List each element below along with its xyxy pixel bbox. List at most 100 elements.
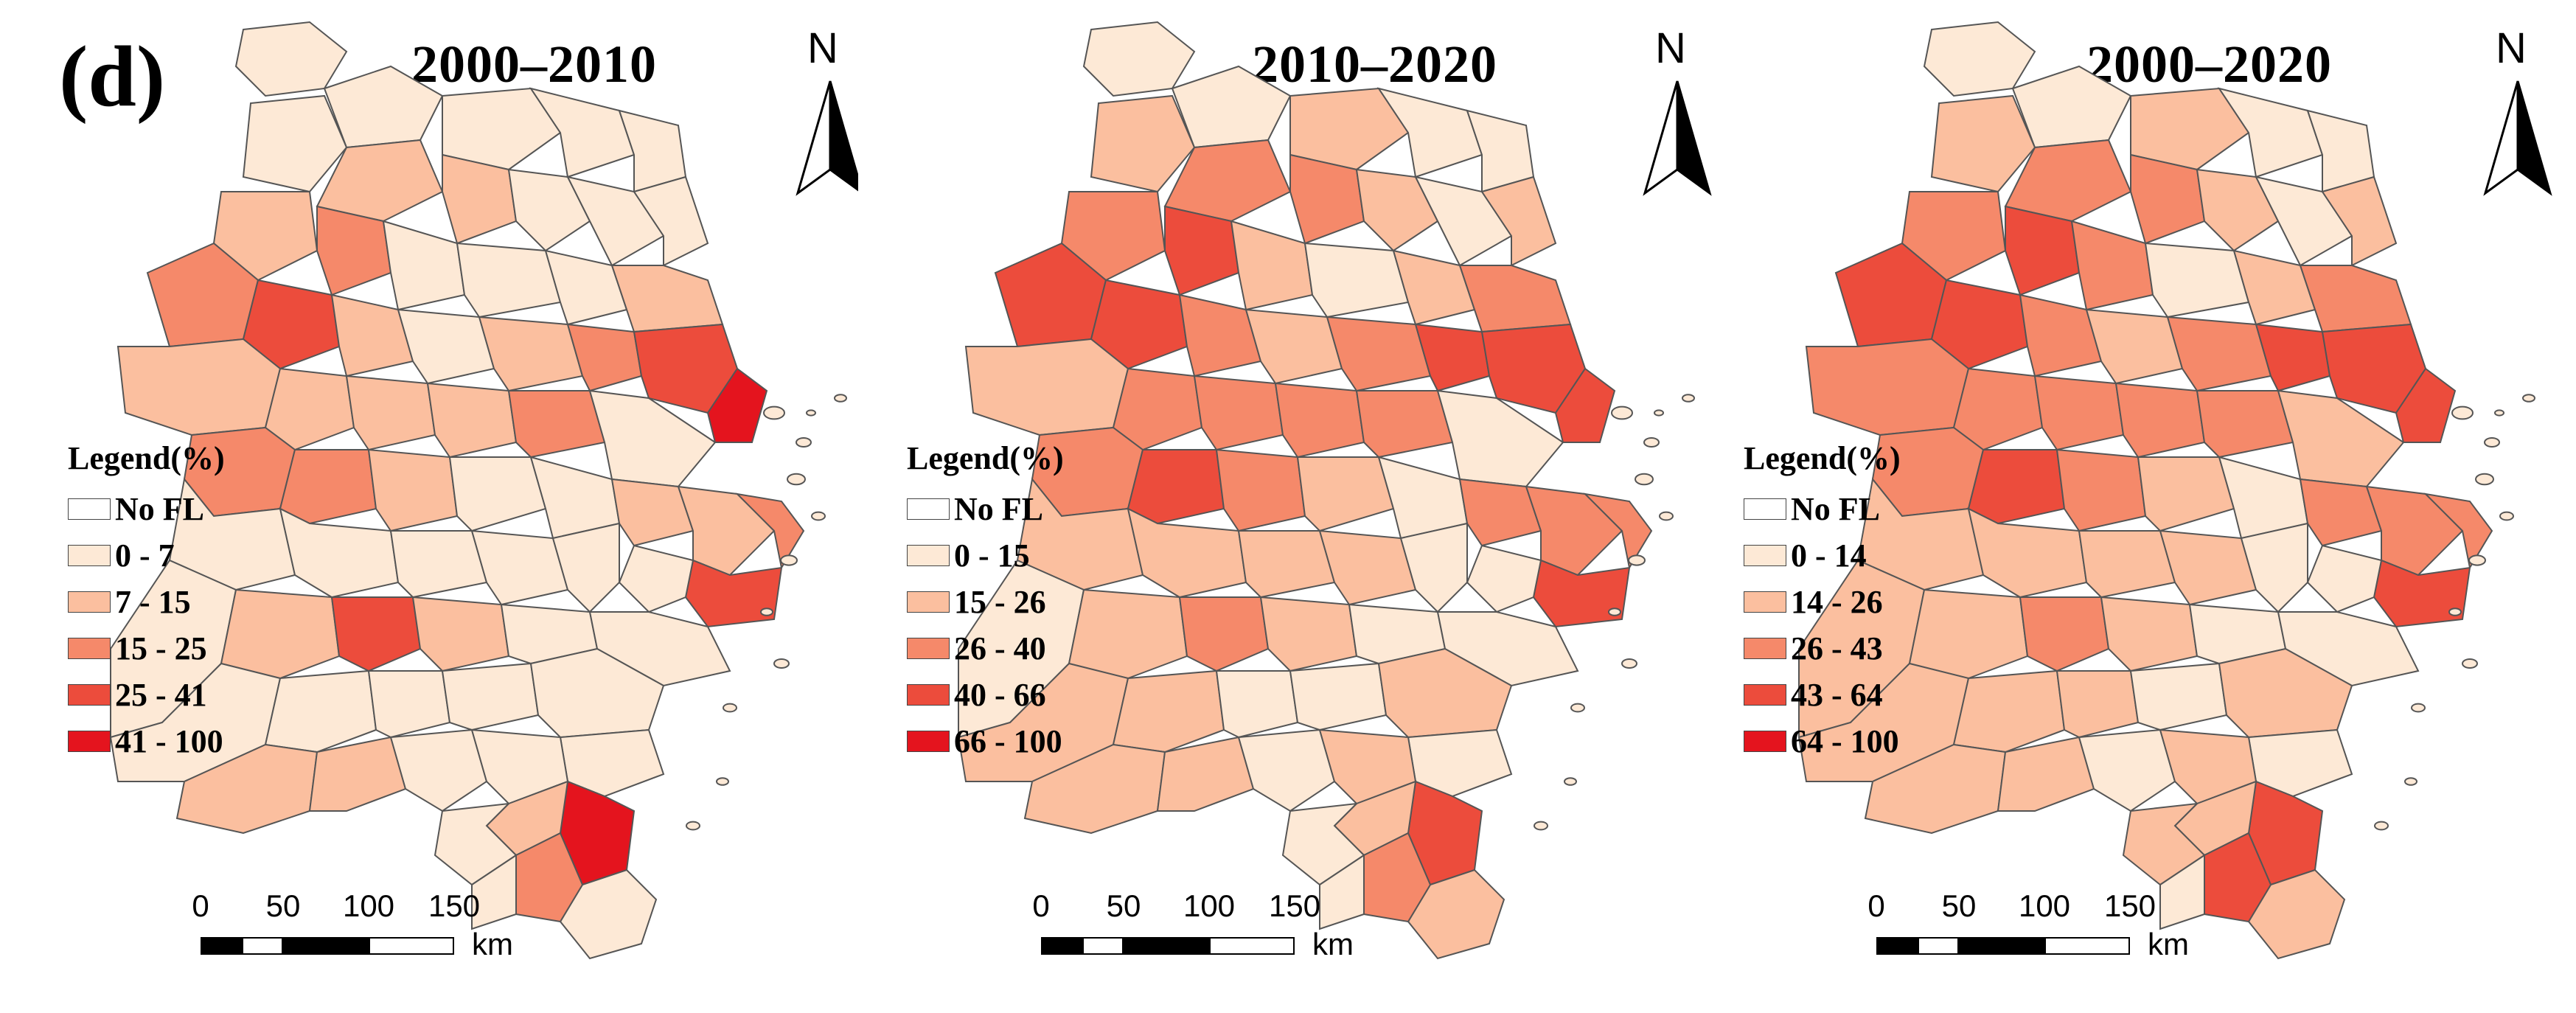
county-region xyxy=(2130,153,2206,245)
legend-item: 25 - 41 xyxy=(68,672,225,718)
county-region xyxy=(1355,168,1439,252)
county-region xyxy=(330,293,414,377)
county-region xyxy=(448,456,547,532)
legend-swatch xyxy=(1744,498,1786,520)
legend-label: No FL xyxy=(115,491,204,527)
legend-item: 43 - 64 xyxy=(1744,672,1901,718)
county-region xyxy=(1458,265,1572,333)
scale-segment xyxy=(1124,937,1209,955)
island-region xyxy=(1608,608,1621,616)
map-canvas xyxy=(1797,21,2552,960)
county-region xyxy=(1930,279,2029,370)
legend-swatch xyxy=(1744,545,1786,566)
island-region xyxy=(1654,409,1664,417)
legend-swatch xyxy=(68,591,111,613)
legend-item: No FL xyxy=(1744,486,1901,532)
legend-item: 64 - 100 xyxy=(1744,718,1901,765)
county-region xyxy=(1392,249,1476,326)
island-region xyxy=(1534,821,1548,831)
county-region xyxy=(610,265,724,333)
county-region xyxy=(264,669,377,753)
county-region xyxy=(308,736,407,812)
legend-item: 0 - 14 xyxy=(1744,532,1901,579)
county-region xyxy=(382,220,466,311)
scale-bar: 0 50 100 150 km xyxy=(1032,888,1354,970)
island-region xyxy=(1621,658,1637,669)
county-region xyxy=(470,529,569,606)
county-region xyxy=(345,375,436,451)
scale-tick-label: 100 xyxy=(342,888,395,923)
scale-tick-label: 50 xyxy=(1941,888,1977,923)
county-region xyxy=(389,728,488,812)
legend-item: 26 - 40 xyxy=(907,625,1064,672)
county-region xyxy=(1376,87,1483,178)
scale-bar: 0 50 100 150 km xyxy=(192,888,513,970)
county-region xyxy=(2423,492,2493,570)
scale-tick-label: 50 xyxy=(265,888,301,923)
map-canvas xyxy=(957,21,1712,960)
legend-label: 15 - 25 xyxy=(115,630,207,666)
county-region xyxy=(2166,316,2272,392)
county-region xyxy=(2129,662,2228,731)
county-region xyxy=(1319,854,1365,930)
county-region xyxy=(234,21,348,97)
county-region xyxy=(1259,596,1358,672)
legend-label: 25 - 41 xyxy=(115,677,207,713)
legend-swatch xyxy=(1744,591,1786,613)
county-region xyxy=(442,153,518,245)
scale-segment xyxy=(1041,937,1082,955)
county-region xyxy=(2299,265,2412,333)
map-canvas xyxy=(109,21,858,960)
county-region xyxy=(1112,669,1225,753)
legend-item: 40 - 66 xyxy=(907,672,1064,718)
county-region xyxy=(1178,596,1270,672)
legend-label: 15 - 26 xyxy=(954,584,1046,620)
county-region xyxy=(426,382,518,459)
legend-label: No FL xyxy=(1791,491,1880,527)
county-region xyxy=(2137,456,2235,532)
county-region xyxy=(1997,736,2095,812)
legend-label: 7 - 15 xyxy=(115,584,191,620)
scale-segment xyxy=(1876,937,1918,955)
county-region xyxy=(397,308,495,385)
island-region xyxy=(2451,405,2474,420)
legend-swatch xyxy=(68,731,111,752)
region-layer xyxy=(109,21,847,960)
county-region xyxy=(2085,308,2184,385)
legend: Legend(%) No FL 0 - 14 14 - 26 26 - 43 43 - … xyxy=(1744,439,1901,765)
scale-segment xyxy=(283,937,369,955)
county-region xyxy=(330,596,422,672)
legend-label: 26 - 43 xyxy=(1791,630,1883,666)
island-region xyxy=(2494,409,2504,417)
county-region xyxy=(316,139,444,223)
county-region xyxy=(1355,390,1454,459)
island-region xyxy=(686,821,700,831)
county-region xyxy=(1090,279,1188,370)
legend-label: 41 - 100 xyxy=(115,723,223,759)
figure-label: (d) xyxy=(59,28,166,125)
county-region xyxy=(1164,205,1240,296)
county-region xyxy=(2321,175,2398,267)
county-region xyxy=(633,175,709,267)
county-region xyxy=(1289,87,1410,171)
region-layer xyxy=(1797,21,2535,960)
county-region xyxy=(2019,596,2110,672)
legend-swatch xyxy=(68,684,111,706)
county-region xyxy=(1554,367,1616,443)
legend-item: 26 - 43 xyxy=(1744,625,1901,672)
legend-swatch xyxy=(907,545,950,566)
county-region xyxy=(242,279,341,370)
county-region xyxy=(1237,530,1336,599)
county-region xyxy=(1230,220,1314,311)
legend-swatch xyxy=(907,591,950,613)
legend-label: 0 - 14 xyxy=(1791,537,1867,574)
county-region xyxy=(1967,449,2066,525)
county-region xyxy=(1414,175,1513,267)
legend-title: Legend(%) xyxy=(907,440,1064,476)
county-region xyxy=(706,367,768,443)
scale-segment xyxy=(2044,937,2130,955)
county-region xyxy=(551,522,620,613)
north-arrow-icon xyxy=(796,80,858,196)
legend-title: Legend(%) xyxy=(68,440,225,476)
county-region xyxy=(1458,478,1542,547)
